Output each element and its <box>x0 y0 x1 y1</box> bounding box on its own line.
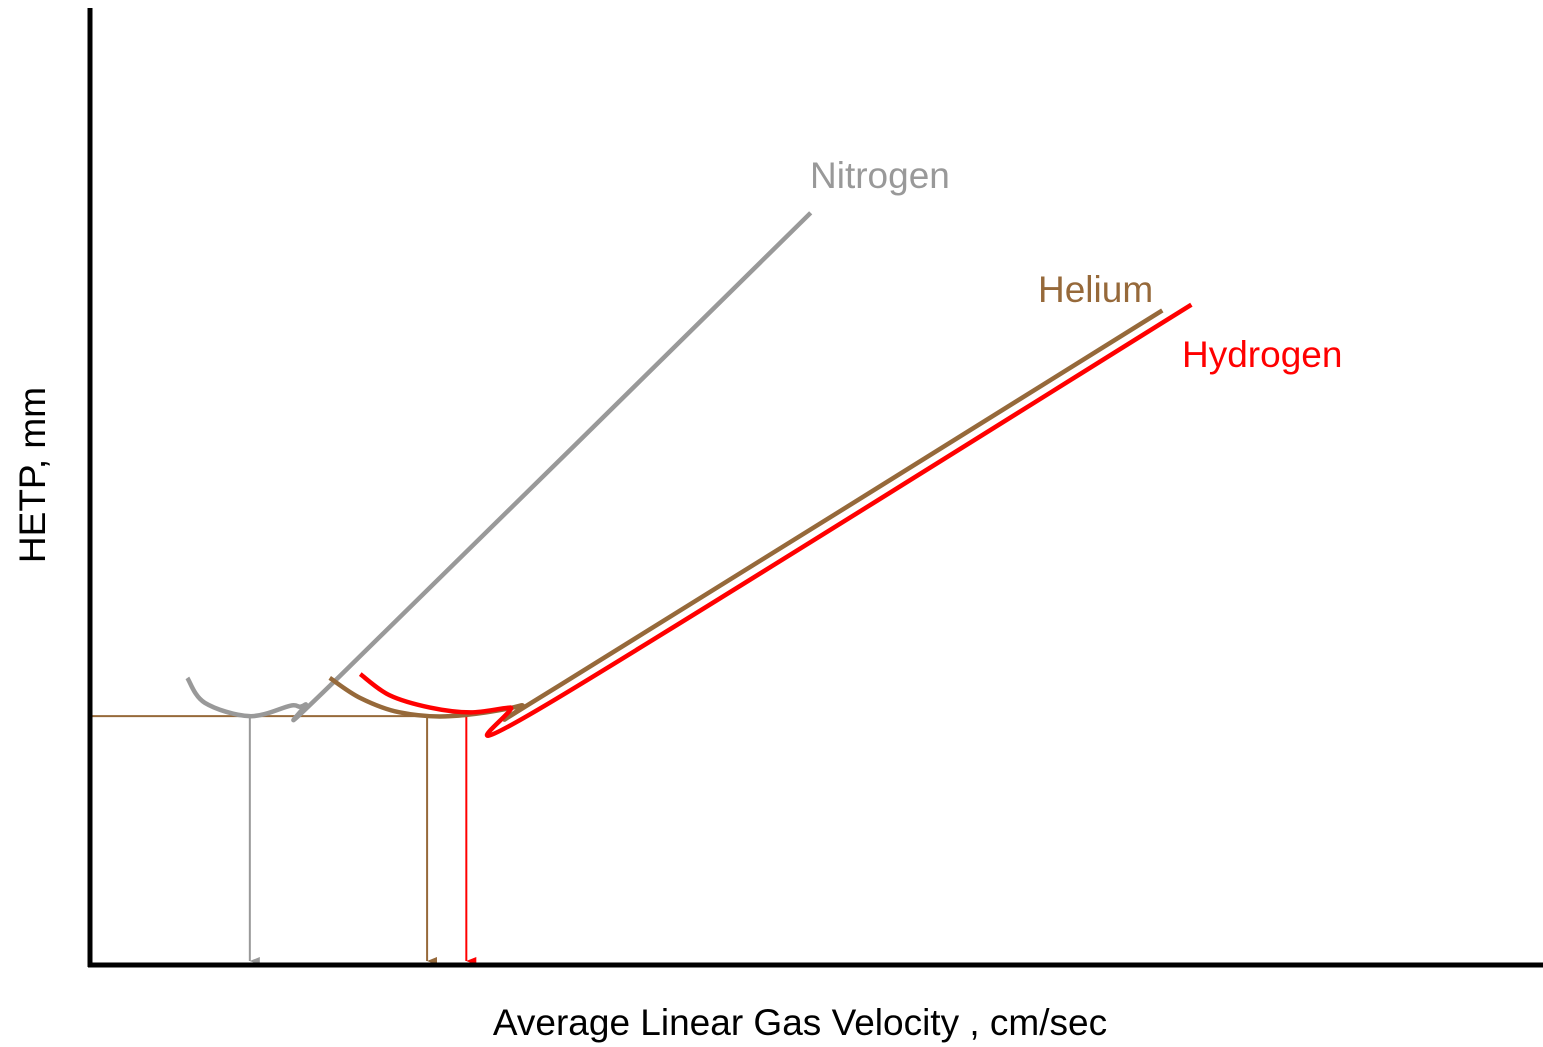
series-line <box>185 211 813 723</box>
series-label: Nitrogen <box>810 155 950 196</box>
series-line <box>328 308 1164 722</box>
series-label: Helium <box>1038 269 1153 310</box>
y-axis-label: HETP, mm <box>12 387 53 563</box>
x-axis-label: Average Linear Gas Velocity , cm/sec <box>493 1002 1107 1043</box>
series-label: Hydrogen <box>1182 334 1342 375</box>
series-line <box>358 302 1193 738</box>
